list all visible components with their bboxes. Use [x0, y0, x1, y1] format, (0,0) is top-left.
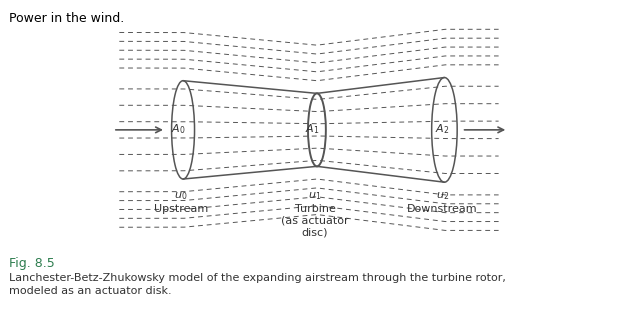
Text: Turbine: Turbine: [294, 204, 336, 214]
Text: $A_0$: $A_0$: [171, 122, 186, 136]
Text: (as actuator: (as actuator: [281, 216, 349, 226]
Text: $A_2$: $A_2$: [435, 122, 450, 136]
Text: Downstream: Downstream: [407, 204, 478, 214]
Text: Lanchester-Betz-Zhukowsky model of the expanding airstream through the turbine r: Lanchester-Betz-Zhukowsky model of the e…: [9, 273, 506, 296]
Text: $u_0$: $u_0$: [175, 191, 188, 202]
Text: $u_1$: $u_1$: [308, 191, 321, 202]
Text: disc): disc): [302, 228, 328, 238]
Text: Power in the wind.: Power in the wind.: [9, 12, 124, 26]
Text: $A_1$: $A_1$: [305, 122, 319, 136]
Text: Upstream: Upstream: [154, 204, 208, 214]
Text: $u_2$: $u_2$: [436, 191, 449, 202]
Text: Fig. 8.5: Fig. 8.5: [9, 257, 55, 270]
